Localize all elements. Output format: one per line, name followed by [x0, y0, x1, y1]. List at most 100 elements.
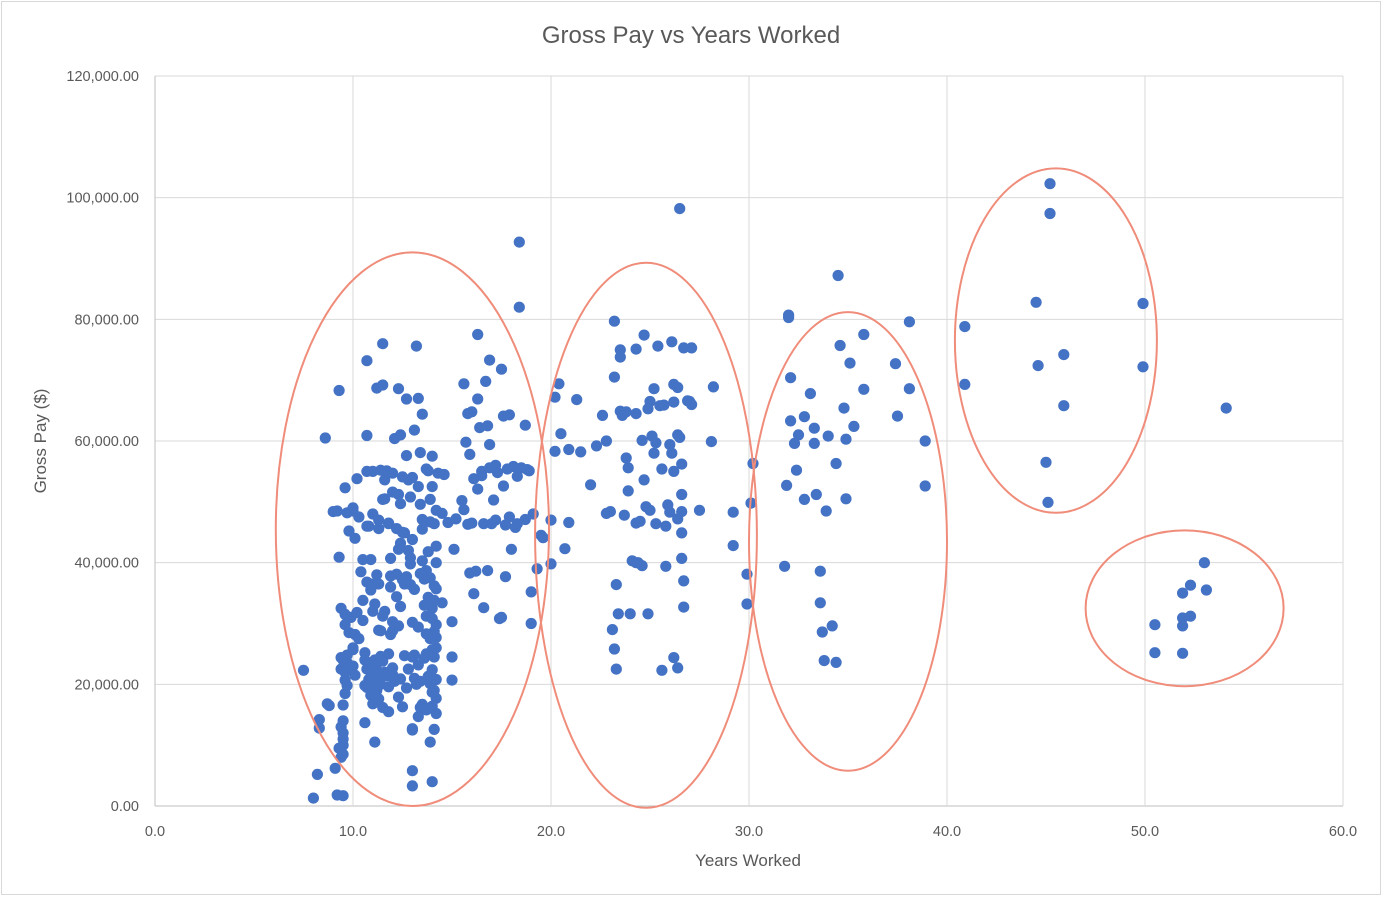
data-point	[377, 379, 389, 391]
data-point	[458, 504, 470, 516]
data-point	[474, 422, 486, 434]
data-point	[606, 624, 619, 636]
data-point	[642, 608, 654, 620]
data-point	[369, 736, 381, 748]
data-point	[398, 527, 411, 539]
data-point	[430, 504, 442, 516]
data-points	[297, 178, 1232, 804]
data-point	[707, 381, 720, 393]
data-point	[832, 269, 844, 282]
data-point	[313, 714, 325, 726]
data-point	[335, 751, 347, 763]
data-point	[410, 340, 422, 352]
data-point	[499, 519, 512, 531]
data-point	[430, 540, 442, 552]
data-point	[323, 700, 335, 712]
y-axis-tick-labels: 0.00 20,000.00 40,000.00 60,000.00 80,000.00…	[66, 69, 139, 815]
data-point	[903, 316, 916, 328]
data-point	[600, 435, 613, 447]
data-point	[511, 470, 523, 482]
data-point	[412, 392, 424, 404]
data-point	[1198, 557, 1210, 569]
data-point	[858, 383, 870, 395]
data-point	[919, 435, 931, 447]
data-point	[1042, 496, 1054, 508]
data-point	[656, 463, 668, 475]
data-point	[438, 468, 450, 481]
data-point	[351, 473, 363, 485]
data-point	[634, 515, 646, 527]
data-point	[662, 499, 674, 511]
data-point	[638, 329, 650, 341]
data-point	[919, 480, 931, 492]
data-point	[446, 616, 458, 628]
data-point	[392, 383, 405, 395]
data-point	[484, 439, 496, 451]
data-point	[392, 543, 405, 555]
x-tick-label: 20.0	[537, 824, 565, 840]
data-point	[400, 682, 413, 694]
data-point	[404, 491, 416, 503]
data-point	[414, 701, 426, 714]
data-point	[840, 433, 852, 445]
data-point	[385, 581, 397, 593]
data-point	[672, 662, 684, 674]
data-point	[1044, 207, 1056, 220]
data-point	[674, 431, 686, 443]
data-point	[464, 448, 476, 460]
data-point	[357, 554, 369, 566]
data-point	[394, 600, 407, 613]
data-point	[656, 664, 668, 676]
data-point	[509, 521, 521, 534]
data-point	[650, 518, 662, 530]
data-point	[377, 493, 389, 505]
data-point	[1149, 619, 1161, 631]
data-point	[575, 446, 587, 458]
data-point	[430, 707, 442, 720]
data-point	[361, 576, 373, 588]
data-point	[525, 617, 537, 630]
data-point	[430, 557, 442, 569]
data-point	[484, 354, 496, 366]
data-point	[367, 465, 379, 477]
data-point	[826, 620, 838, 632]
data-point	[400, 393, 413, 405]
data-point	[848, 420, 860, 432]
data-point	[353, 633, 365, 645]
data-point	[674, 203, 686, 215]
data-point	[727, 540, 739, 552]
data-point	[781, 479, 793, 491]
data-point	[367, 698, 379, 710]
data-point	[808, 437, 820, 449]
data-point	[464, 567, 476, 579]
data-point	[1030, 296, 1042, 308]
data-point	[1058, 349, 1070, 361]
data-point	[608, 315, 621, 327]
data-point	[400, 450, 413, 462]
data-point	[391, 591, 403, 603]
data-point	[377, 610, 389, 622]
data-point	[339, 666, 351, 678]
data-point	[371, 569, 383, 581]
data-point	[369, 598, 381, 610]
data-point	[472, 328, 484, 341]
cluster-ellipse	[1084, 529, 1285, 688]
x-tick-label: 10.0	[339, 824, 367, 840]
data-point	[396, 701, 409, 713]
data-point	[622, 485, 634, 497]
data-point	[834, 339, 846, 352]
data-point	[337, 733, 349, 745]
y-tick-label: 60,000.00	[74, 434, 139, 450]
data-point	[426, 776, 438, 788]
data-point	[630, 408, 642, 420]
data-point	[383, 706, 395, 718]
data-point	[668, 378, 680, 390]
data-point	[387, 669, 399, 681]
data-point	[660, 520, 672, 532]
data-point	[959, 321, 971, 333]
data-point	[1177, 620, 1189, 632]
data-point	[676, 488, 688, 501]
y-tick-label: 100,000.00	[66, 191, 139, 207]
data-point	[630, 343, 642, 355]
data-point	[408, 424, 420, 436]
